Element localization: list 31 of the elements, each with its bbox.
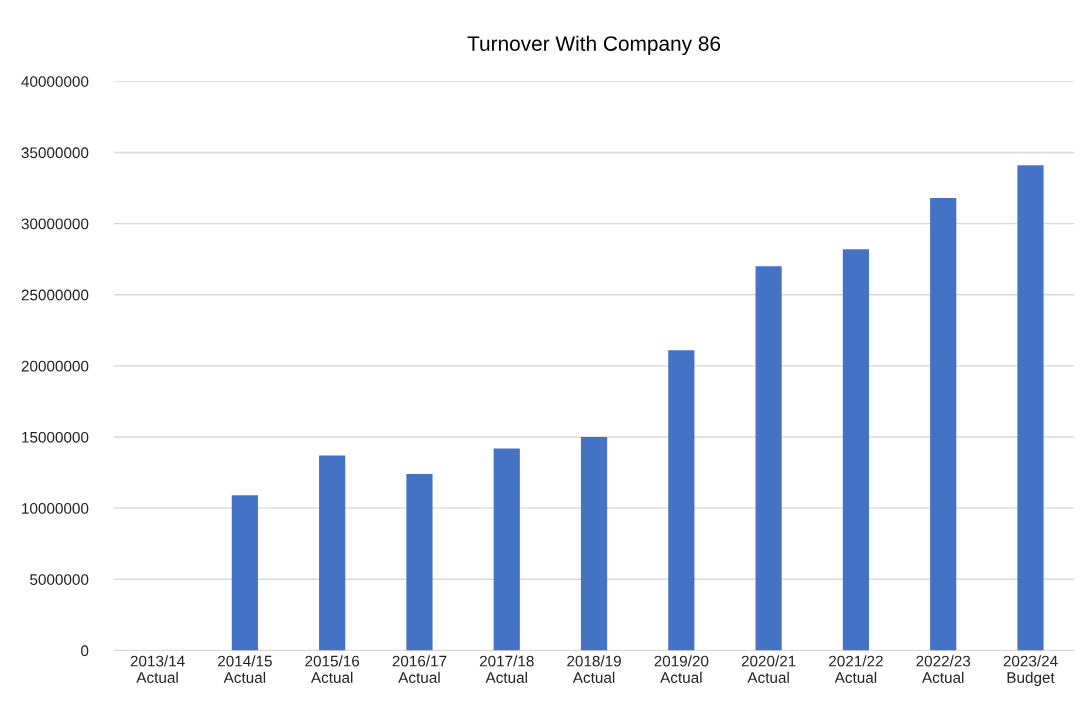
- x-tick-label: 2017/18 Actual: [479, 655, 534, 683]
- bar: [319, 455, 346, 651]
- y-tick-label: 0: [81, 645, 89, 657]
- bar: [668, 350, 695, 651]
- bar: [755, 266, 782, 651]
- chart-title: Turnover With Company 86: [467, 35, 721, 56]
- x-tick-label: 2014/15 Actual: [218, 655, 272, 683]
- bar: [493, 448, 520, 651]
- x-tick-label: 2013/14 Actual: [130, 655, 185, 683]
- bar: [580, 437, 608, 651]
- y-tick-label: 20000000: [21, 360, 89, 372]
- x-tick-label: 2021/22 Actual: [829, 655, 883, 683]
- bar: [930, 197, 957, 651]
- x-tick-label: 2023/24 Budget: [1003, 655, 1058, 686]
- y-tick-label: 15000000: [22, 431, 89, 443]
- bar: [406, 474, 433, 651]
- x-tick-label: 2018/19 Actual: [567, 655, 621, 683]
- x-tick-label: 2019/20 Actual: [654, 655, 709, 683]
- bar: [231, 495, 258, 651]
- x-tick-label: 2015/16 Actual: [305, 655, 360, 683]
- y-tick-label: 30000000: [21, 218, 89, 230]
- x-tick-label: 2022/23 Actual: [916, 655, 971, 683]
- y-tick-label: 10000000: [22, 503, 89, 514]
- y-tick-label: 40000000: [21, 76, 89, 87]
- y-tick-label: 5000000: [30, 574, 89, 585]
- y-tick-label: 35000000: [21, 147, 89, 159]
- bar: [1017, 165, 1044, 651]
- x-tick-label: 2016/17 Actual: [392, 655, 447, 683]
- x-tick-label: 2020/21 Actual: [741, 655, 796, 683]
- bar: [842, 249, 870, 651]
- y-tick-label: 25000000: [21, 289, 89, 301]
